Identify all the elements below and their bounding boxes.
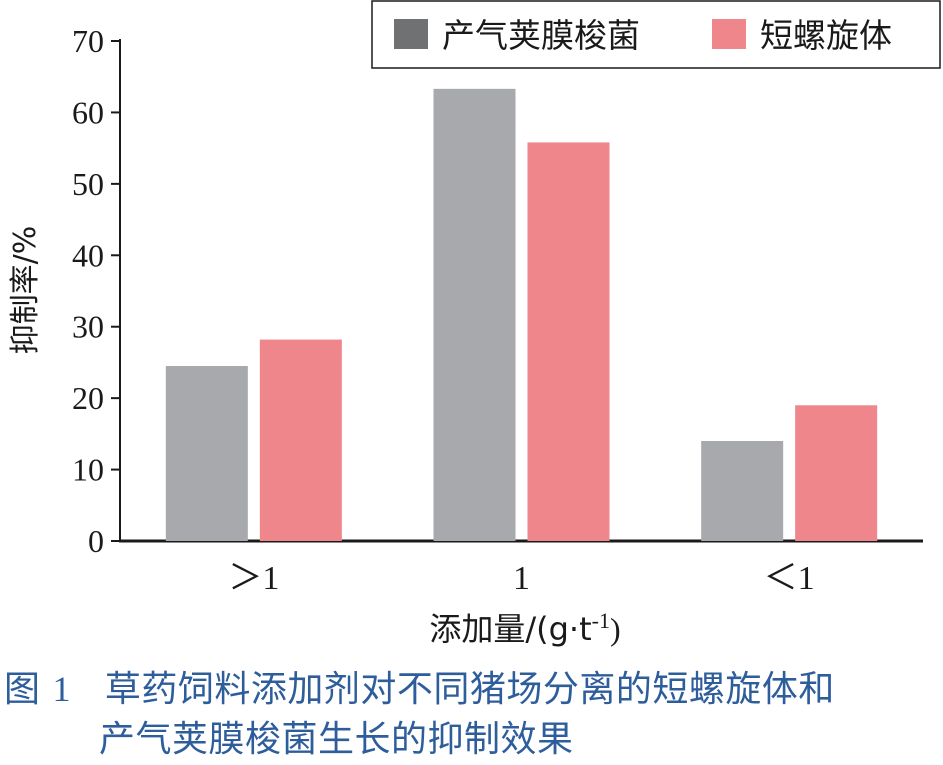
figure-caption: 图 1 草药饲料添加剂对不同猪场分离的短螺旋体和 产气荚膜梭菌生长的抑制效果 bbox=[4, 664, 940, 765]
x-tick-label: ＜1 bbox=[764, 560, 815, 597]
bar-clostridium-0 bbox=[165, 366, 248, 541]
y-tick-label: 0 bbox=[88, 523, 104, 559]
legend-label-1: 短螺旋体 bbox=[760, 16, 892, 55]
y-tick-label: 40 bbox=[72, 237, 104, 273]
bar-clostridium-2 bbox=[701, 441, 784, 541]
legend-box bbox=[371, 0, 941, 69]
x-tick-label: 1 bbox=[513, 560, 530, 597]
x-axis: ＞1 1 ＜1 bbox=[119, 539, 923, 597]
y-tick-label: 10 bbox=[72, 452, 104, 488]
y-tick-label: 70 bbox=[72, 23, 104, 59]
legend: 产气荚膜梭菌 短螺旋体 bbox=[371, 0, 941, 69]
x-axis-label-close: ) bbox=[610, 611, 621, 647]
x-axis-label: 添加量/(g·t-1) bbox=[429, 608, 620, 648]
figure-number: 1 bbox=[52, 669, 71, 709]
x-axis-label-superscript: -1 bbox=[592, 608, 610, 633]
y-tick-label: 60 bbox=[72, 94, 104, 130]
legend-label-0: 产气荚膜梭菌 bbox=[442, 16, 640, 55]
bar-brachyspira-2 bbox=[795, 405, 878, 541]
caption-line-2: 产气荚膜梭菌生长的抑制效果 bbox=[99, 719, 574, 760]
legend-swatch-1 bbox=[712, 19, 746, 49]
bar-brachyspira-0 bbox=[259, 339, 342, 541]
bars bbox=[165, 88, 878, 541]
y-tick-label: 30 bbox=[72, 309, 104, 345]
x-axis-label-main: 添加量/(g·t bbox=[429, 610, 591, 648]
y-tick-label: 20 bbox=[72, 380, 104, 416]
legend-swatch-0 bbox=[394, 19, 428, 49]
figure-label: 图 bbox=[4, 669, 53, 710]
bar-brachyspira-1 bbox=[527, 142, 610, 541]
caption-line-1: 草药饲料添加剂对不同猪场分离的短螺旋体和 bbox=[104, 669, 835, 710]
y-axis-label: 抑制率/% bbox=[8, 226, 43, 355]
x-tick-label: ＞1 bbox=[228, 560, 279, 597]
bar-chart: 0 10 20 30 40 50 60 70 ＞1 1 ＜1 产气荚膜梭菌 短螺旋体 抑制率/% 添… bbox=[8, 0, 941, 648]
y-tick-label: 50 bbox=[72, 166, 104, 202]
bar-clostridium-1 bbox=[433, 88, 516, 541]
y-axis: 0 10 20 30 40 50 60 70 bbox=[72, 23, 121, 559]
